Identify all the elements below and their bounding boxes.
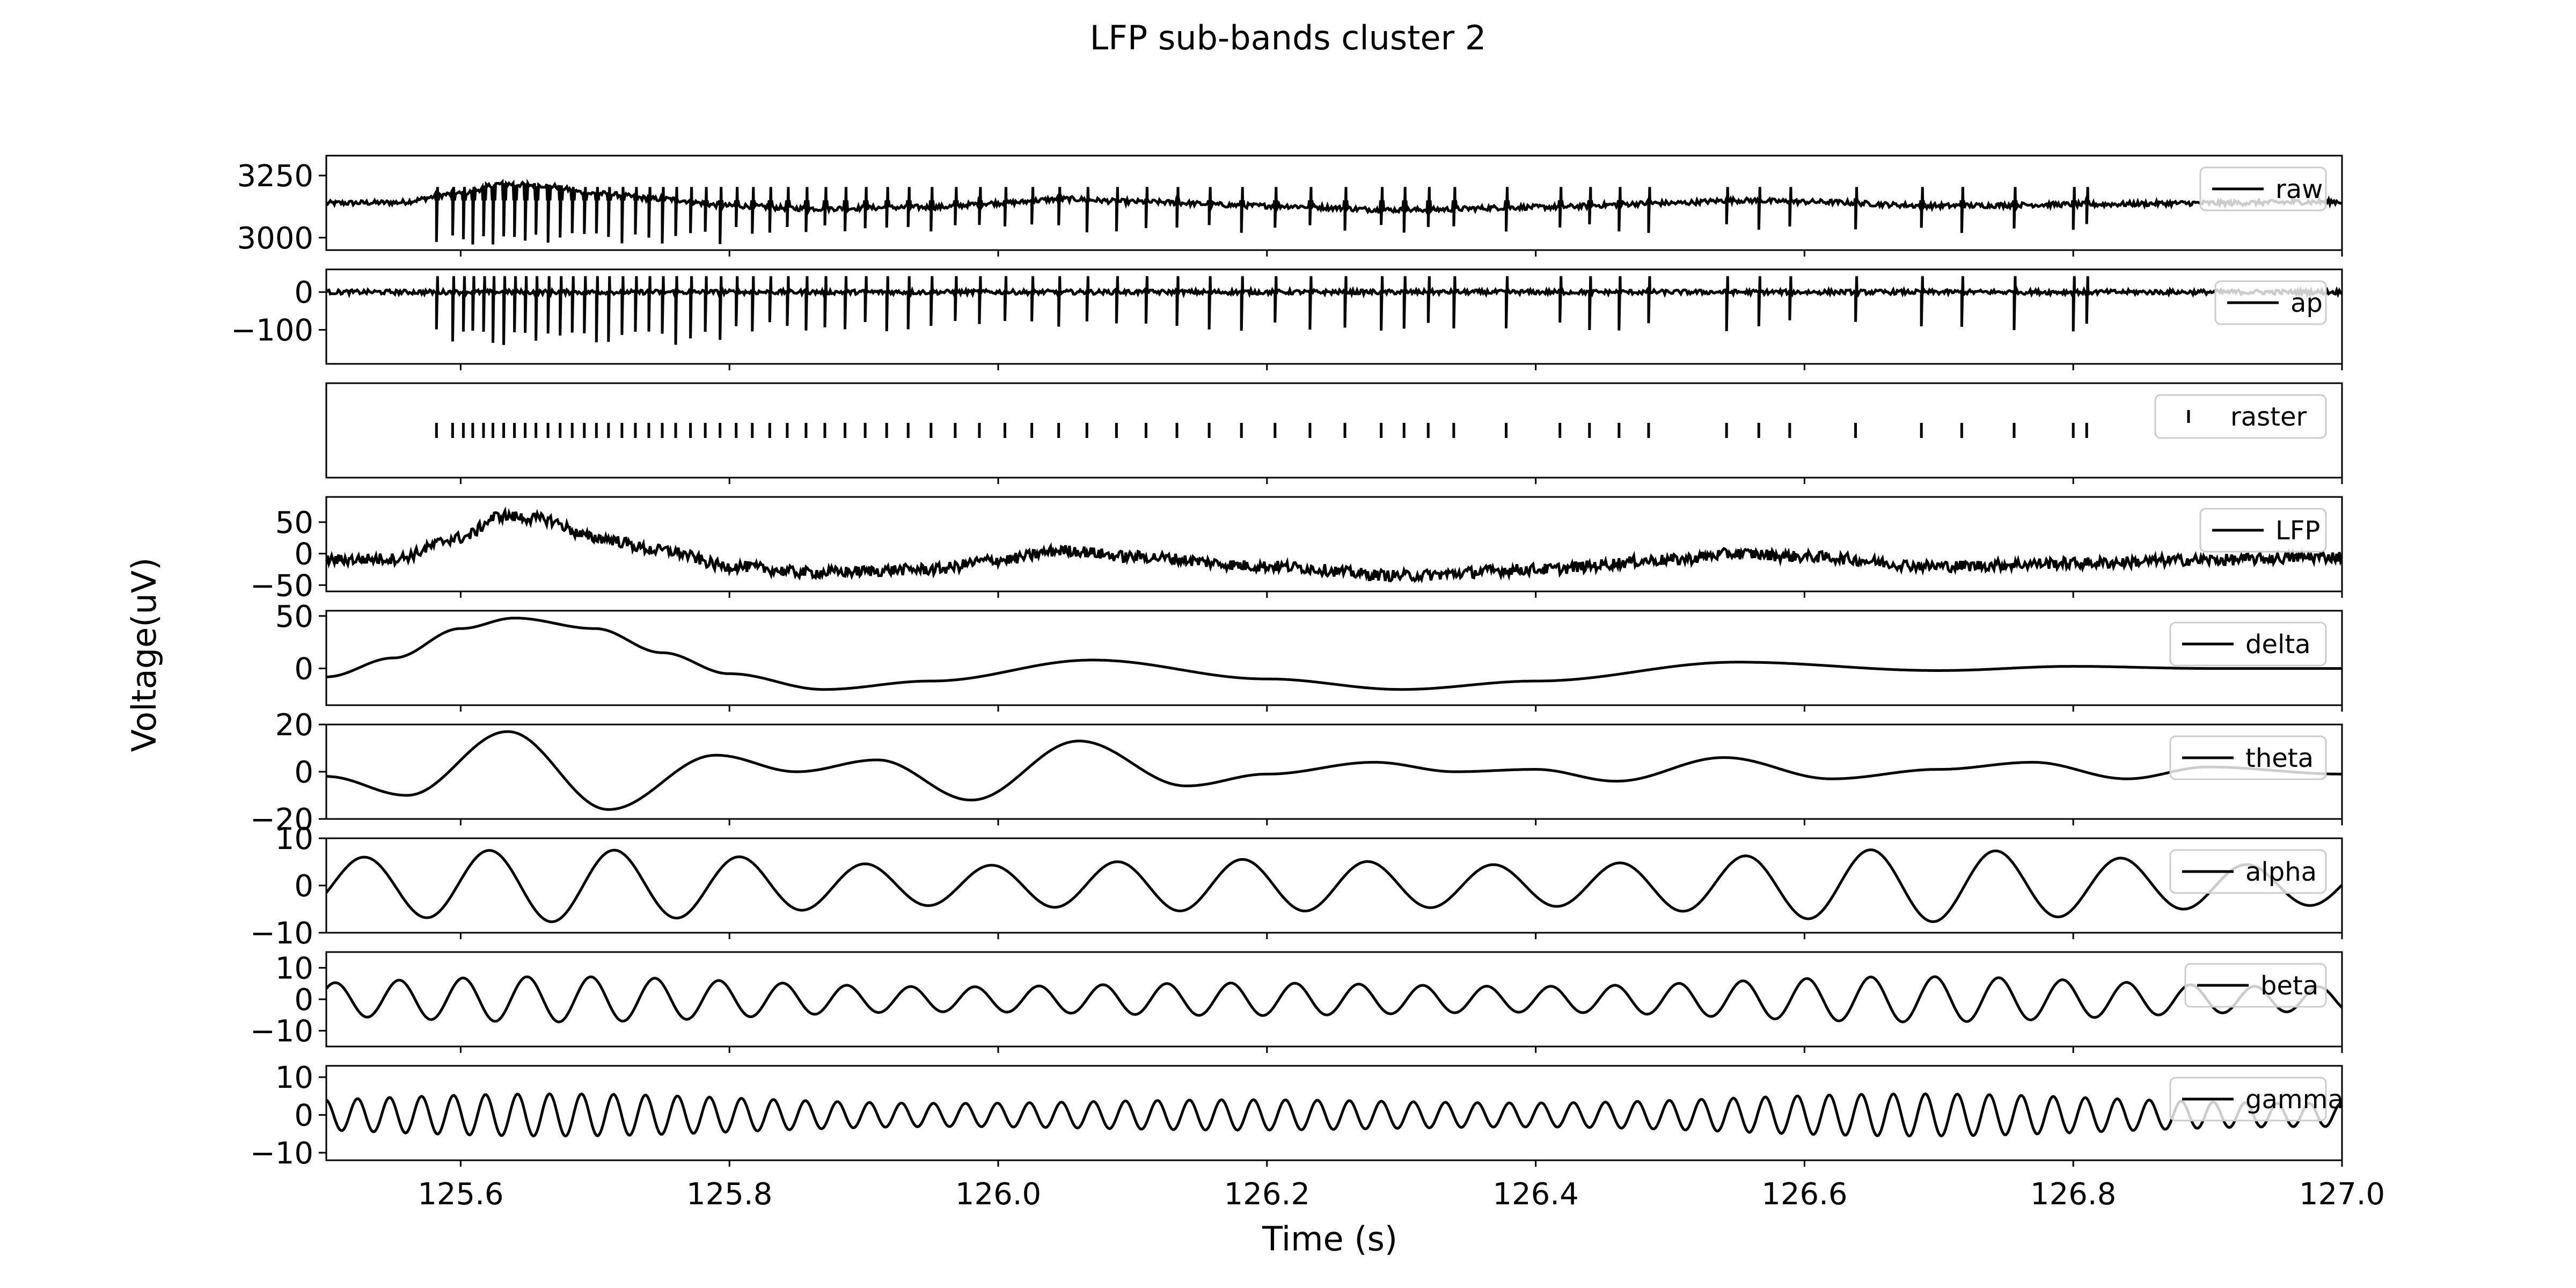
y-tick-label: 0 (294, 1099, 313, 1133)
series-line-delta (326, 617, 2342, 691)
series-line-alpha (326, 848, 2342, 924)
y-tick-label: −20 (250, 802, 313, 837)
y-tick-label: 3250 (237, 159, 313, 194)
y-tick-label: 10 (275, 951, 313, 986)
legend-box (2169, 621, 2327, 667)
legend-box (2169, 735, 2327, 780)
y-tick-label: 0 (294, 755, 313, 790)
axes-frame (325, 1065, 2343, 1161)
y-tick-label: 10 (275, 822, 313, 857)
legend-label: beta (2260, 971, 2318, 1001)
panel-delta: 0 50 delta (275, 599, 2343, 712)
legend-box (2184, 963, 2327, 1008)
legend-label: delta (2245, 630, 2311, 660)
x-tick-label: 127.0 (2299, 1177, 2385, 1212)
series-line-raw (326, 178, 2342, 245)
legend-label: ap (2290, 288, 2323, 318)
legend-label: raster (2230, 402, 2307, 432)
legend-box (2154, 394, 2327, 439)
legend-label: LFP (2275, 516, 2320, 546)
y-tick-label: 10 (275, 1060, 313, 1095)
x-tick-label: 125.6 (418, 1177, 503, 1212)
x-tick-label: 126.4 (1492, 1177, 1578, 1212)
legend-label: raw (2275, 174, 2323, 204)
y-tick-label: 0 (294, 652, 313, 687)
axes-frame (325, 268, 2343, 365)
panel-theta: −20 0 20 theta (250, 708, 2343, 837)
y-tick-label: 3000 (237, 221, 313, 256)
y-tick-label: 50 (275, 599, 313, 634)
y-tick-label: −10 (250, 1136, 313, 1171)
x-tick-label: 126.6 (1761, 1177, 1847, 1212)
chart-title: LFP sub-bands cluster 2 (1090, 18, 1487, 57)
panel-gamma: −100 10 gamma (250, 1060, 2344, 1171)
y-tick-label: 20 (275, 708, 313, 743)
panel-raw: 3000 3250 raw (237, 155, 2343, 257)
x-axis: 125.6 125.8 126.0 126.2 126.4 126.6 126.8 127.0 (418, 1177, 2385, 1212)
x-tick-label: 126.8 (2030, 1177, 2116, 1212)
panel-raster: raster (325, 382, 2343, 484)
series-line-beta (326, 975, 2342, 1023)
series-line-LFP (326, 506, 2342, 583)
axes-frame (325, 155, 2343, 251)
axes-frame (325, 837, 2343, 934)
legend-label: alpha (2245, 857, 2317, 887)
series-line-ap (326, 276, 2342, 345)
series-line-gamma (326, 1092, 2342, 1138)
axes-frame (325, 610, 2343, 706)
y-tick-label: 0 (294, 869, 313, 904)
series-line-theta (326, 730, 2342, 811)
x-tick-label: 126.2 (1224, 1177, 1310, 1212)
legend-box (2169, 1077, 2327, 1122)
axes-frame (325, 951, 2343, 1048)
legend-label: theta (2245, 743, 2314, 773)
y-tick-label: −100 (231, 313, 313, 348)
x-tick-label: 125.8 (686, 1177, 772, 1212)
x-axis-label: Time (s) (1262, 1219, 1397, 1258)
panel-alpha: −10 0 10 alpha (250, 822, 2343, 951)
y-tick-label: 0 (294, 983, 313, 1018)
axes-frame (325, 496, 2343, 592)
raster-ticks (435, 422, 2088, 438)
legend-label: gamma (2245, 1085, 2344, 1115)
y-tick-label: 0 (294, 275, 313, 310)
y-axis-label: Voltage(uV) (125, 558, 164, 752)
y-tick-label: 50 (275, 506, 313, 540)
y-tick-label: −50 (250, 568, 313, 603)
x-tick-label: 126.0 (955, 1177, 1041, 1212)
y-tick-label: 0 (294, 537, 313, 572)
axes-frame (325, 382, 2343, 479)
legend-box (2169, 849, 2327, 894)
y-tick-label: −10 (250, 916, 313, 951)
y-tick-label: −10 (250, 1014, 313, 1049)
